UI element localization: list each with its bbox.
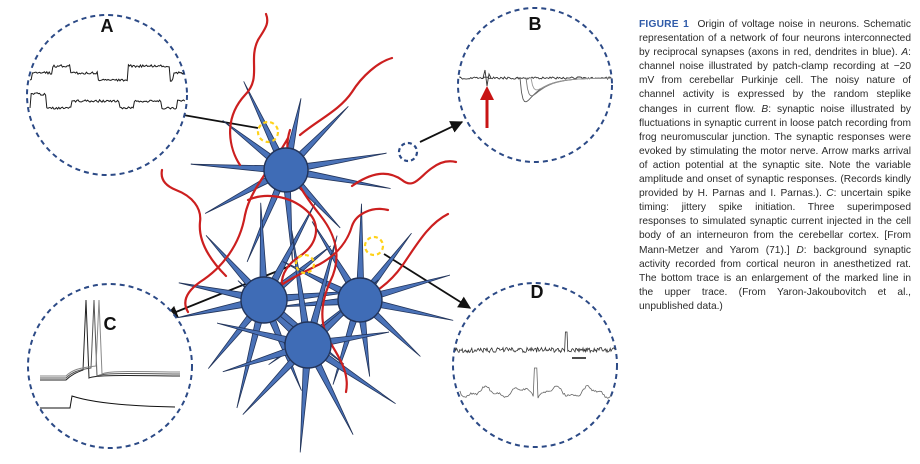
dendrite-spike [327, 331, 390, 346]
synapse-marker-a [256, 120, 280, 144]
dendrite-spike [304, 152, 387, 171]
panel-a-trace-lower [29, 92, 186, 110]
synapse-markers [256, 120, 419, 275]
caption-c-letter: C [826, 188, 834, 200]
caption-label: FIGURE 1 [639, 19, 689, 30]
synapse-marker-b [397, 141, 419, 163]
panel-a: A [26, 14, 188, 176]
panel-c-label: C [104, 314, 117, 334]
panel-d-trace-enlarged [459, 367, 615, 399]
panel-c-spike-2 [40, 299, 181, 379]
synapse-marker-c2 [294, 253, 316, 275]
panel-c-injected-current [40, 395, 176, 409]
caption-a-letter: A [901, 47, 909, 59]
panel-a-trace-upper [29, 63, 185, 82]
axon-4 [184, 136, 290, 314]
axon-1 [229, 12, 269, 167]
soma-4 [284, 321, 332, 369]
panel-d-trace-upper [454, 331, 617, 354]
figure-caption: FIGURE 1 Origin of voltage noise in neur… [639, 18, 911, 314]
dendrite-spike [304, 169, 391, 189]
dendrite-spike [377, 274, 451, 299]
panel-c: C [27, 283, 193, 449]
dendrite-spike [296, 181, 341, 229]
soma-1 [263, 147, 309, 193]
caption-d-letter: D [796, 244, 804, 256]
panel-b: B [457, 7, 613, 163]
neuron-network-figure: A B C D [26, 7, 618, 453]
panel-a-label: A [101, 16, 114, 36]
panel-d: D [452, 282, 618, 448]
dendrite-spike [286, 98, 302, 152]
dendrite-spike [309, 235, 338, 327]
panel-d-label: D [531, 282, 544, 302]
dendrite-spike [242, 357, 297, 415]
dendrite-spike [358, 318, 371, 377]
soma-3 [337, 277, 383, 323]
dendrite-spike [222, 347, 291, 373]
caption-lead: Schematic representation of a network of… [639, 19, 911, 59]
panel-d-lens [452, 282, 618, 448]
dendrite-spike [377, 300, 454, 321]
dendrite-spike [190, 163, 268, 173]
caption-d-text: : background synaptic activity recorded … [639, 244, 912, 312]
dendrite-spike [299, 364, 311, 453]
panel-c-spike-1 [40, 299, 181, 381]
panel-b-lens [457, 7, 613, 163]
caption-b-text: : synaptic noise illustrated by fluctuat… [639, 103, 911, 200]
soma-2 [240, 276, 288, 324]
caption-c-text: : uncertain spike timing: jittery spike … [639, 188, 911, 256]
stimulus-arrow-icon [480, 86, 494, 128]
axon-5 [260, 207, 390, 302]
panel-c-lens [27, 283, 193, 449]
arrow-to-panel-b [419, 121, 464, 143]
synapse-marker-c1 [363, 235, 385, 257]
panel-b-response-3 [527, 77, 611, 91]
somas-layer [240, 147, 383, 369]
caption-b-letter: B [761, 103, 769, 115]
panel-c-spike-3 [40, 299, 181, 377]
axon-7 [246, 194, 317, 292]
caption-a-text: : channel noise illustrated by patch-cla… [639, 47, 911, 115]
axon-2 [298, 56, 394, 137]
panel-a-lens [26, 14, 188, 176]
axon-8 [350, 160, 458, 188]
caption-title: Origin of voltage noise in neurons. [697, 19, 860, 30]
panel-b-label: B [529, 14, 542, 34]
axon-9 [160, 168, 228, 278]
